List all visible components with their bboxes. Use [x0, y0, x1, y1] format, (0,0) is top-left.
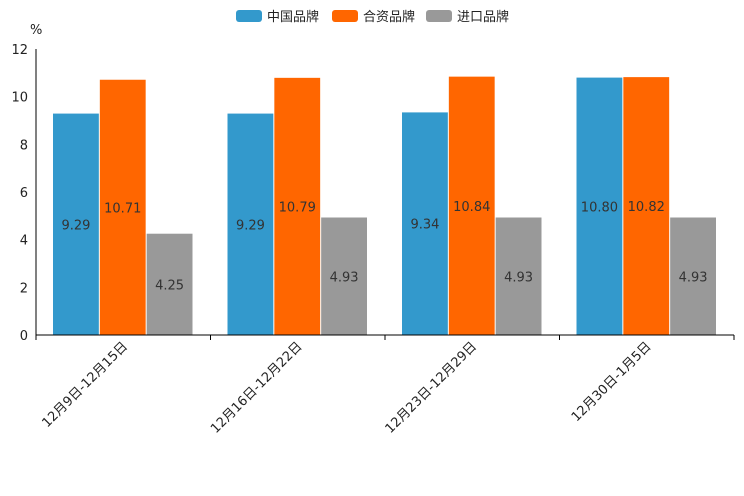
bar-value-label: 9.29: [61, 218, 90, 233]
chart-legend: 中国品牌 合资品牌 进口品牌: [236, 9, 509, 25]
bar: [227, 113, 274, 335]
bar-value-label: 4.25: [155, 278, 184, 293]
bar: [402, 112, 448, 335]
bar-value-label: 10.80: [581, 200, 618, 215]
y-tick-label: 6: [20, 186, 28, 201]
bar-value-label: 9.34: [410, 218, 439, 233]
legend-swatch: [332, 10, 358, 22]
x-category-label: 12月9日-12月15日: [39, 339, 131, 431]
x-category-label: 12月23日-12月29日: [383, 339, 480, 436]
bar: [99, 79, 146, 336]
bar-value-label: 9.29: [236, 218, 265, 233]
bar: [495, 217, 542, 335]
y-axis: 0 2 4 6 8 10 12: [11, 43, 37, 344]
bar-series-group: 9.29 9.29 9.34 10.80 10.71 10.79 10.84 10.82 4.2…: [53, 76, 716, 336]
bar: [670, 217, 716, 335]
bar-value-label: 10.84: [453, 200, 490, 215]
legend-swatch: [236, 10, 262, 22]
x-category-label: 12月30日-1月5日: [569, 339, 655, 425]
bar-value-label: 10.82: [628, 200, 665, 215]
bar-value-label: 10.79: [279, 200, 316, 215]
y-tick-label: 4: [20, 234, 28, 249]
bar-value-label: 4.93: [679, 270, 708, 285]
x-category-label: 12月16日-12月22日: [208, 339, 305, 436]
bar-value-label: 4.93: [504, 270, 533, 285]
legend-label: 合资品牌: [363, 9, 415, 25]
bar: [448, 76, 495, 335]
bar: [576, 77, 623, 335]
y-tick-label: 0: [20, 329, 28, 344]
bar: [274, 77, 321, 336]
legend-label: 中国品牌: [267, 9, 319, 25]
y-tick-label: 10: [11, 91, 28, 106]
y-tick-label: 12: [11, 43, 28, 58]
y-axis-unit-label: %: [30, 23, 42, 38]
bar: [53, 113, 99, 335]
bar: [321, 217, 367, 335]
y-tick-label: 8: [20, 138, 28, 153]
bar: [146, 233, 193, 335]
bar-value-label: 10.71: [104, 201, 141, 216]
y-tick-label: 2: [20, 281, 28, 296]
bar-value-label: 4.93: [330, 270, 359, 285]
legend-label: 进口品牌: [457, 9, 509, 25]
x-axis: 12月9日-12月15日 12月16日-12月22日 12月23日-12月29日 12…: [35, 334, 735, 437]
bar: [623, 77, 670, 335]
legend-swatch: [426, 10, 452, 22]
